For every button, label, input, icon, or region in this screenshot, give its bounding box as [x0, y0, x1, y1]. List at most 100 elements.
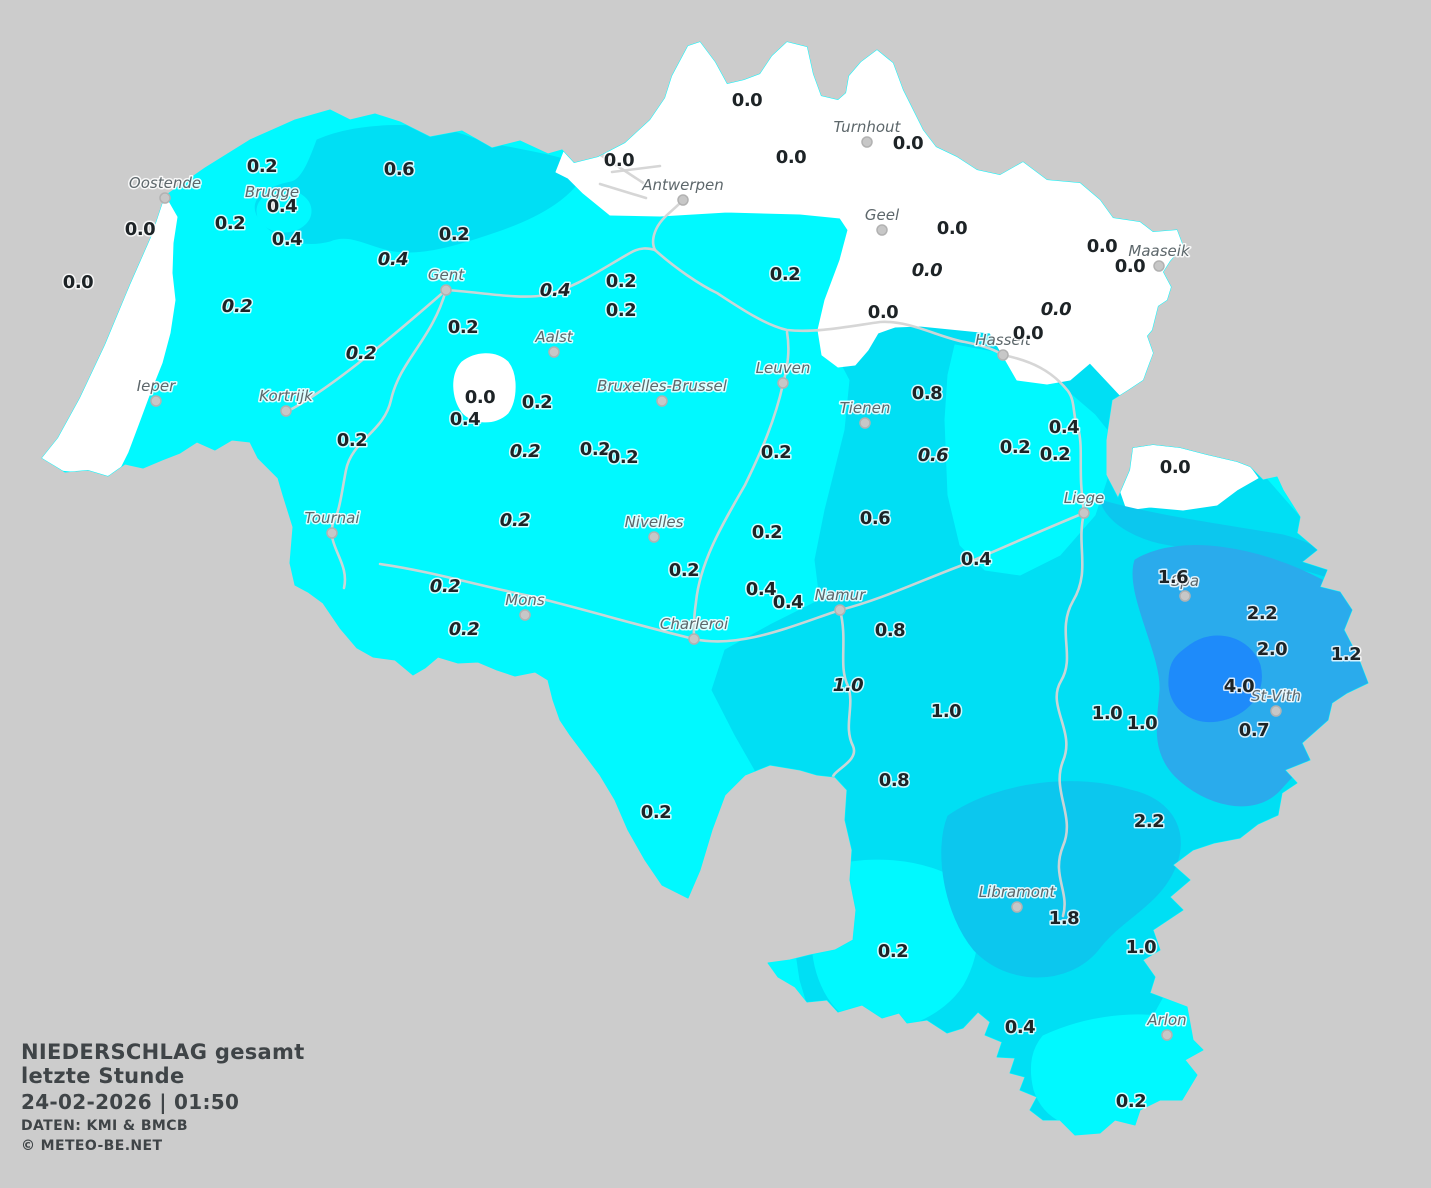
city-label: Oostende — [129, 174, 201, 192]
city-dot — [859, 417, 871, 429]
precip-value-label: 2.2 — [1134, 811, 1164, 832]
city-dot — [656, 395, 668, 407]
city-dot — [1161, 1029, 1173, 1041]
river-schelde-gent-junction — [444, 247, 657, 298]
city-label: Brugge — [245, 183, 299, 201]
precip-value-label: 0.4 — [272, 229, 302, 250]
precip-value-label: 0.2 — [608, 447, 638, 468]
cities-layer: Oostende Brugge Gent Antwerpen Turnhout Geel M… — [127, 117, 1303, 1041]
city-dot — [1153, 260, 1165, 272]
precip-value-label: 4.0 — [1224, 676, 1254, 697]
precip-value-label: 0.0 — [465, 387, 495, 408]
precip-value-label: 0.2 — [1000, 437, 1030, 458]
precip-value-label: 1.0 — [1126, 937, 1156, 958]
precip-value-label: 0.0 — [604, 150, 634, 171]
precip-value-label: 0.4 — [540, 280, 570, 301]
precip-value-label: 0.2 — [770, 264, 800, 285]
precip-value-label: 0.4 — [773, 592, 803, 613]
precip-value-label: 0.2 — [215, 213, 245, 234]
city-label: Kortrijk — [259, 387, 314, 405]
precip-value-label: 0.2 — [449, 619, 479, 640]
precip-value-label: 0.0 — [868, 302, 898, 323]
city-dot — [150, 395, 162, 407]
precip-value-label: 0.4 — [1049, 417, 1079, 438]
city-label: Hasselt — [975, 331, 1031, 349]
city-label: Tienen — [840, 399, 891, 417]
city-label: Nivelles — [625, 513, 684, 531]
city-dot — [997, 349, 1009, 361]
precip-value-label: 0.8 — [879, 770, 909, 791]
city-dot — [548, 346, 560, 358]
precip-value-label: 0.4 — [267, 196, 297, 217]
precip-value-label: 0.2 — [669, 560, 699, 581]
city-label: Spa — [1171, 572, 1199, 590]
precip-value-label: 0.4 — [746, 579, 776, 600]
precip-value-label: 0.2 — [1040, 444, 1070, 465]
river-sambre — [378, 562, 842, 643]
map-datetime: 24-02-2026 | 01:50 — [21, 1090, 240, 1114]
city-label: Maaseik — [1128, 242, 1191, 260]
map-title-line1: NIEDERSCHLAG gesamt — [21, 1040, 305, 1064]
precip-value-label: 0.6 — [384, 159, 414, 180]
precip-value-label: 1.0 — [931, 701, 961, 722]
antwerp-docks-3 — [598, 182, 648, 200]
city-label: Geel — [865, 206, 900, 224]
city-dot — [876, 224, 888, 236]
city-dot — [519, 609, 531, 621]
city-dot — [1270, 705, 1282, 717]
precip-value-label: 0.2 — [580, 439, 610, 460]
river-ourthe — [1055, 511, 1086, 918]
precip-value-label: 0.0 — [912, 260, 942, 281]
city-label: Turnhout — [834, 118, 902, 136]
precip-value-label: 0.2 — [641, 802, 671, 823]
precip-value-label: 0.2 — [522, 392, 552, 413]
precip-value-label: 0.6 — [918, 445, 948, 466]
precip-value-label: 0.2 — [878, 941, 908, 962]
map-title-line2: letzte Stunde — [21, 1064, 185, 1088]
precip-value-label: 0.2 — [500, 510, 530, 531]
city-dot — [280, 405, 292, 417]
city-dot — [777, 377, 789, 389]
precip-value-label: 1.0 — [1092, 703, 1122, 724]
precip-value-label: 0.7 — [1239, 720, 1269, 741]
city-dot — [1078, 507, 1090, 519]
precip-value-label: 0.0 — [63, 272, 93, 293]
precip-value-label: 0.8 — [875, 620, 905, 641]
precip-value-label: 0.2 — [606, 271, 636, 292]
precip-value-label: 1.0 — [1127, 713, 1157, 734]
precip-value-label: 0.2 — [222, 296, 252, 317]
precip-value-label: 2.0 — [1257, 639, 1287, 660]
river-meuse-northeast — [838, 511, 1086, 612]
map-copyright: © METEO-BE.NET — [21, 1138, 163, 1154]
rain-band-coast-brugge — [254, 125, 587, 253]
precip-value-label: 0.0 — [125, 219, 155, 240]
precip-value-label: 0.0 — [776, 147, 806, 168]
precip-value-label: 1.0 — [833, 675, 863, 696]
albert-canal — [653, 248, 1086, 515]
precip-value-label: 0.2 — [752, 522, 782, 543]
values-layer: 0.00.0 0.00.00.00.00.00.00.00.00.00.00.00… — [61, 89, 1363, 1114]
precip-value-label: 0.2 — [448, 317, 478, 338]
white-enclave-aalst — [453, 353, 516, 423]
river-schelde-antwerpen — [651, 198, 685, 252]
road-leuven-charleroi — [692, 330, 790, 641]
city-label: Antwerpen — [641, 176, 724, 194]
rivers-and-roads — [284, 142, 1086, 918]
precip-value-label: 0.8 — [912, 383, 942, 404]
city-dot — [326, 527, 338, 539]
city-dot — [1011, 901, 1023, 913]
precip-value-label: 0.0 — [1115, 256, 1145, 277]
city-dot — [440, 284, 452, 296]
river-meuse-south — [831, 608, 856, 781]
precip-value-label: 0.6 — [860, 508, 890, 529]
city-label: Charleroi — [660, 615, 729, 633]
precip-value-label: 0.2 — [430, 576, 460, 597]
city-label: Tournai — [304, 509, 360, 527]
precip-value-label: 0.2 — [1116, 1091, 1146, 1112]
precip-value-label: 1.8 — [1049, 908, 1079, 929]
city-label: Aalst — [534, 328, 573, 346]
precip-value-label: 0.4 — [1005, 1017, 1035, 1038]
precip-value-label: 0.0 — [1087, 236, 1117, 257]
rain-pocket-max — [1168, 635, 1262, 723]
